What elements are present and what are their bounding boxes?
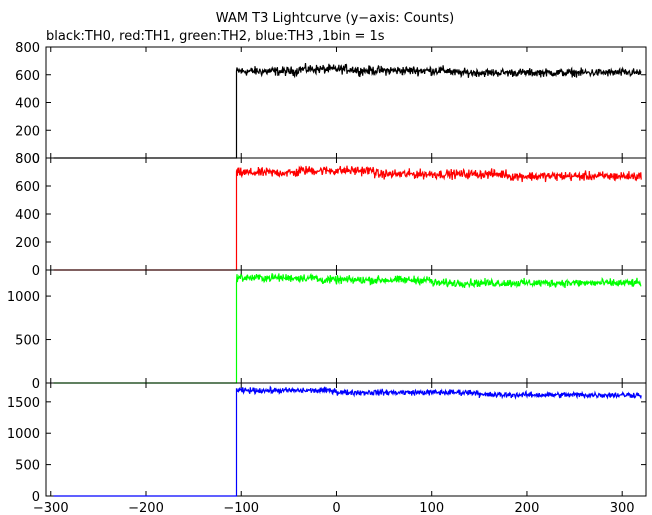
- panel-frame: [45, 46, 647, 159]
- y-tick-label: 800: [15, 152, 40, 167]
- x-tick-label: 100: [419, 501, 444, 515]
- x-tick-label: −300: [33, 501, 69, 515]
- y-tick-label: 400: [15, 97, 40, 112]
- y-tick-label: 500: [15, 459, 40, 474]
- x-tick-label: 300: [610, 501, 635, 515]
- chart-title: WAM T3 Lightcurve (y−axis: Counts): [216, 11, 454, 26]
- panel-th3: 0 500 1000 1500: [7, 382, 647, 505]
- x-tick-label: −200: [128, 501, 164, 515]
- series-line-th3: [53, 385, 642, 497]
- panel-th1: 0 200 400 600 800: [15, 152, 647, 279]
- y-tick-label: 200: [15, 124, 40, 139]
- y-tick-label: 1000: [7, 427, 40, 442]
- y-tick-label: 1000: [7, 290, 40, 305]
- x-axis: −300 −200 −100 0 100 200 300: [33, 501, 635, 515]
- y-tick-label: 500: [15, 334, 40, 349]
- y-tick-label: 400: [15, 208, 40, 223]
- panel-th2: 0 500 1000: [7, 269, 647, 392]
- x-tick-label: 200: [515, 501, 540, 515]
- series-line-th1: [53, 165, 642, 271]
- panel-th0: 0 200 400 600 800: [15, 41, 647, 167]
- y-tick-label: 800: [15, 41, 40, 56]
- y-tick-label: 0: [32, 377, 40, 392]
- y-tick-label: 0: [32, 490, 40, 505]
- y-tick-label: 0: [32, 264, 40, 279]
- chart-subtitle: black:TH0, red:TH1, green:TH2, blue:TH3 …: [46, 29, 385, 44]
- panels-group: 0200400600800020040060080005001000050010…: [7, 41, 647, 505]
- panel-frame: [45, 382, 647, 497]
- y-tick-label: 200: [15, 236, 40, 251]
- x-tick-label: −100: [223, 501, 259, 515]
- y-tick-label: 600: [15, 69, 40, 84]
- x-tick-label: 0: [332, 501, 340, 515]
- series-line-th0: [53, 63, 642, 159]
- y-tick-label: 600: [15, 180, 40, 195]
- y-tick-label: 1500: [7, 396, 40, 411]
- series-line-th2: [53, 272, 642, 384]
- y-tick-label: 0: [32, 152, 40, 167]
